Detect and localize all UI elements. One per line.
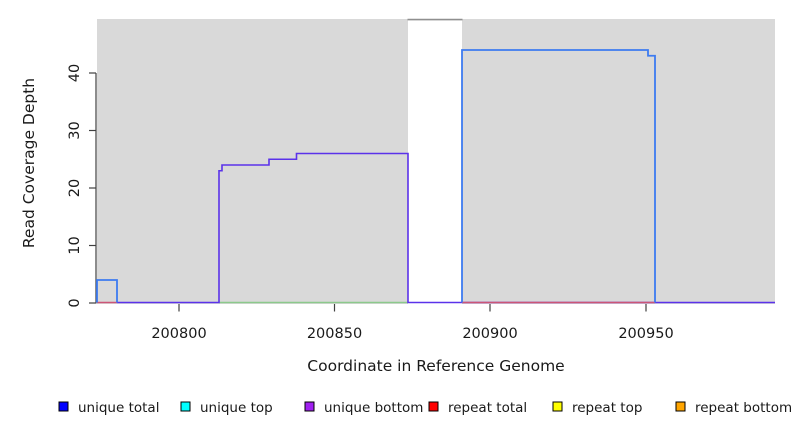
x-tick-labels: 200800 200850 200900 200950 [151, 326, 673, 342]
y-tick-label-10: 10 [67, 236, 83, 254]
legend-swatch-repeat-top [552, 401, 563, 412]
y-tick-label-40: 40 [67, 64, 83, 82]
y-tick-label-20: 20 [67, 179, 83, 197]
unique-bottom-line [117, 152, 775, 304]
y-tick-label-30: 30 [67, 121, 83, 139]
legend-swatch-unique-top [180, 401, 191, 412]
legend-label-unique-total: unique total [78, 400, 159, 416]
legend-label-unique-top: unique top [200, 400, 273, 416]
legend-swatch-unique-total [58, 401, 69, 412]
covered-region-right [462, 19, 775, 304]
y-tick-label-0: 0 [67, 298, 83, 307]
y-axis-title: Read Coverage Depth [20, 78, 38, 248]
x-axis [178, 304, 647, 312]
unique-total-line [96, 49, 656, 303]
legend-label-unique-bottom: unique bottom [324, 400, 423, 416]
y-axis [89, 72, 97, 304]
legend-swatch-unique-bottom [304, 401, 315, 412]
y-tick-labels: 0 10 20 30 40 [67, 64, 83, 308]
legend-label-repeat-bottom: repeat bottom [695, 400, 792, 416]
x-tick-label-200900: 200900 [462, 326, 517, 342]
covered-region-left [97, 19, 408, 304]
x-tick-label-200950: 200950 [618, 326, 673, 342]
legend-swatch-repeat-total [428, 401, 439, 412]
x-tick-label-200800: 200800 [151, 326, 206, 342]
x-axis-title: Coordinate in Reference Genome [307, 357, 564, 375]
chart-legend: unique total unique top unique bottom re… [58, 400, 792, 416]
x-tick-label-200850: 200850 [307, 326, 362, 342]
legend-swatch-repeat-bottom [675, 401, 686, 412]
legend-label-repeat-total: repeat total [448, 400, 527, 416]
legend-label-repeat-top: repeat top [572, 400, 642, 416]
